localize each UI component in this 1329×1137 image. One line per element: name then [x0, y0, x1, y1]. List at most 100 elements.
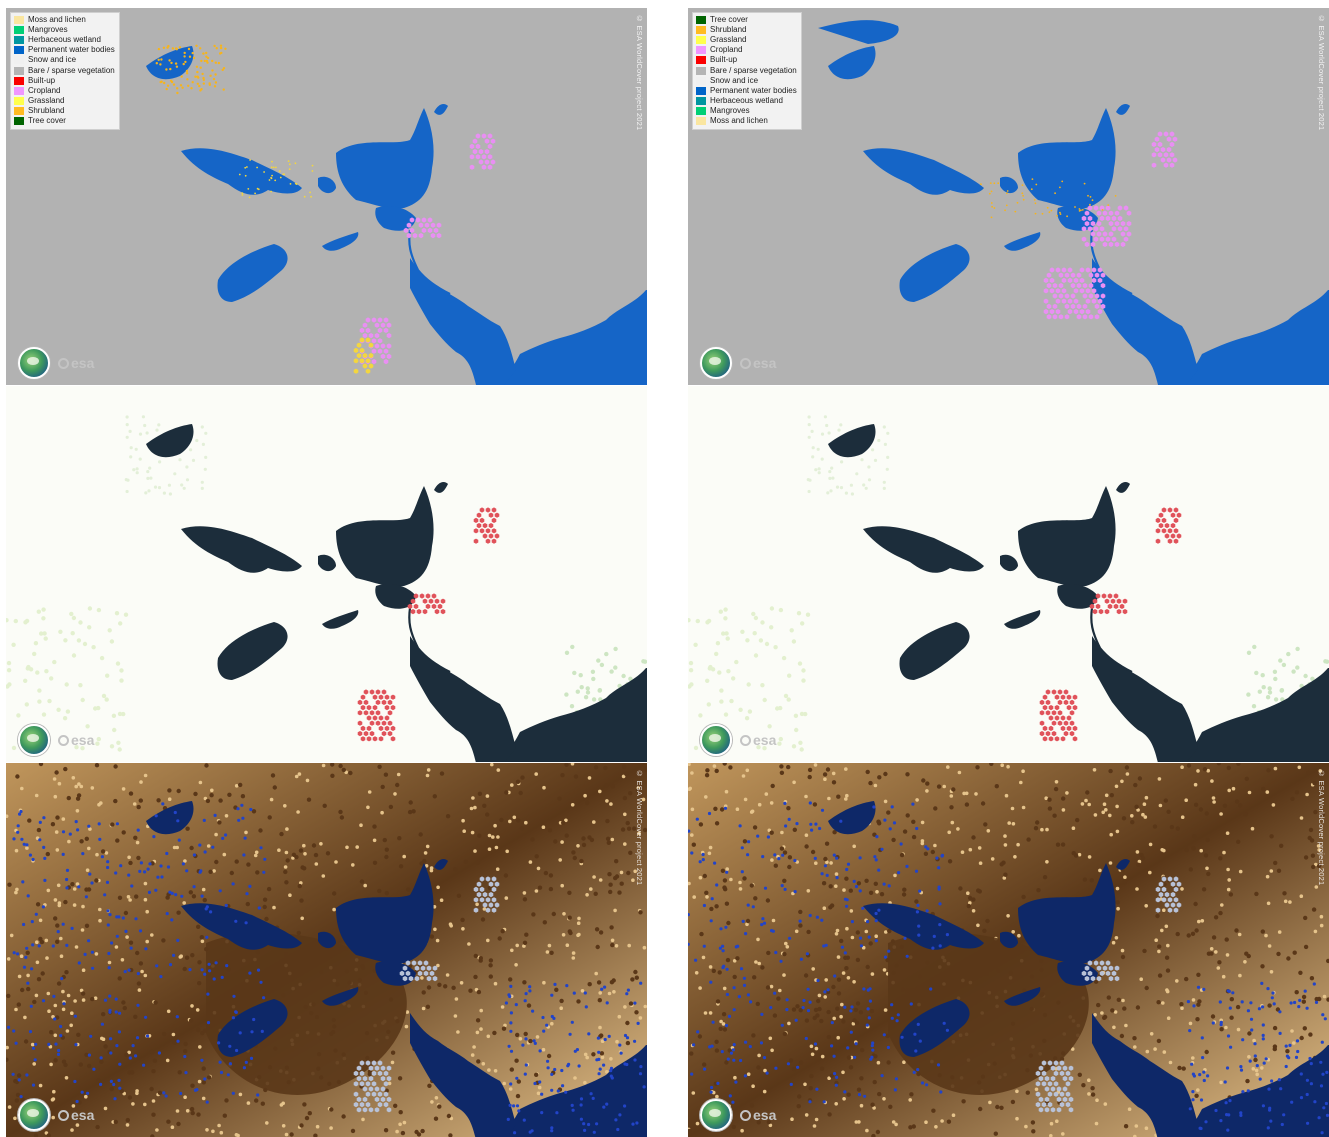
- water-bodies: [146, 801, 647, 1137]
- legend-item: Moss and lichen: [14, 15, 115, 25]
- esa-logo: esa: [58, 1107, 94, 1123]
- legend-swatch: [696, 46, 706, 55]
- esa-mark-icon: [58, 1109, 69, 1121]
- legend-label: Tree cover: [28, 115, 66, 125]
- legend-label: Moss and lichen: [710, 115, 768, 125]
- map-image[interactable]: [6, 386, 647, 762]
- legend-item: Cropland: [14, 86, 115, 96]
- esa-wordmark: esa: [71, 1107, 95, 1123]
- map-panel-s2-composite-2021: esa: [688, 386, 1329, 762]
- water-bodies: [818, 20, 1329, 385]
- pivot-fields: [353, 876, 500, 1113]
- river: [408, 229, 451, 295]
- legend-item: Tree cover: [14, 116, 115, 126]
- legend-label: Mangroves: [710, 105, 750, 115]
- irrigated-fields: [1039, 507, 1182, 742]
- copyright-notice: © ESA WorldCover project 2021: [635, 14, 644, 131]
- map-image[interactable]: [6, 8, 647, 385]
- river: [1090, 607, 1133, 673]
- legend-item: Grassland: [14, 96, 115, 106]
- esa-wordmark: esa: [753, 1107, 777, 1123]
- legend-swatch: [14, 66, 24, 75]
- legend-label: Built-up: [28, 75, 56, 85]
- legend-label: Herbaceous wetland: [710, 95, 783, 105]
- esa-mark-icon: [58, 357, 69, 369]
- legend-label: Mangroves: [28, 25, 68, 35]
- esa-mark-icon: [740, 734, 751, 746]
- flooded-channels: [688, 801, 1329, 1135]
- esa-logo: esa: [740, 732, 776, 748]
- legend-label: Bare / sparse vegetation: [710, 65, 797, 75]
- legend-swatch: [14, 16, 24, 25]
- copyright-notice: © ESA WorldCover project 2021: [1317, 14, 1326, 131]
- logo-bar: esa: [700, 347, 776, 379]
- worldcover-globe-logo: [18, 347, 50, 379]
- cropland-fields: [155, 44, 496, 374]
- legend-swatch: [696, 116, 706, 125]
- worldcover-globe-logo: [18, 724, 50, 756]
- legend-item: Bare / sparse vegetation: [14, 65, 115, 75]
- logo-bar: esa: [700, 724, 776, 756]
- map-panel-landcover-2021: Tree cover Shrubland Grassland Cropland Buil…: [688, 8, 1329, 385]
- legend-item: Tree cover: [696, 15, 797, 25]
- legend-swatch: [696, 86, 706, 95]
- legend-swatch: [14, 26, 24, 35]
- worldcover-globe-logo: [18, 1099, 50, 1131]
- legend-item: Permanent water bodies: [14, 45, 115, 55]
- legend-swatch: [14, 36, 24, 45]
- legend-swatch: [14, 76, 24, 85]
- esa-mark-icon: [740, 1109, 751, 1121]
- legend-label: Herbaceous wetland: [28, 35, 101, 45]
- esa-wordmark: esa: [71, 732, 95, 748]
- terrain-texture: [6, 763, 647, 1137]
- map-legend: Tree cover Shrubland Grassland Cropland Buil…: [692, 12, 802, 131]
- legend-label: Grassland: [710, 35, 747, 45]
- legend-item: Grassland: [696, 35, 797, 45]
- esa-wordmark: esa: [753, 355, 777, 371]
- map-image[interactable]: [6, 763, 647, 1137]
- logo-bar: esa: [700, 1099, 776, 1131]
- legend-label: Shrubland: [710, 25, 747, 35]
- water-bodies: [828, 424, 1329, 762]
- legend-item: Bare / sparse vegetation: [696, 65, 797, 75]
- legend-label: Cropland: [710, 45, 743, 55]
- flooded-channels: [7, 802, 646, 1135]
- worldcover-globe-logo: [700, 724, 732, 756]
- legend-label: Permanent water bodies: [28, 45, 115, 55]
- legend-item: Herbaceous wetland: [696, 96, 797, 106]
- water-bodies: [146, 424, 647, 762]
- map-panel-landcover-2020: Moss and lichen Mangroves Herbaceous wetla…: [6, 8, 647, 385]
- legend-label: Bare / sparse vegetation: [28, 65, 115, 75]
- esa-mark-icon: [740, 357, 751, 369]
- cropland-fields: [980, 131, 1178, 320]
- irrigated-fields: [357, 507, 500, 742]
- legend-label: Built-up: [710, 55, 738, 65]
- legend-swatch: [14, 86, 24, 95]
- legend-swatch: [696, 66, 706, 75]
- map-panel-s1-composite-2020: © ESA WorldCover project 2021 esa: [6, 763, 647, 1137]
- legend-item: Built-up: [14, 76, 115, 86]
- legend-swatch: [696, 96, 706, 105]
- map-legend: Moss and lichen Mangroves Herbaceous wetla…: [10, 12, 120, 131]
- copyright-notice: © ESA WorldCover project 2021: [1317, 769, 1326, 886]
- pivot-fields: [1035, 876, 1182, 1113]
- map-panel-s2-composite-2020: esa: [6, 386, 647, 762]
- legend-item: Shrubland: [14, 106, 115, 116]
- legend-label: Snow and ice: [28, 55, 77, 65]
- logo-bar: esa: [18, 724, 94, 756]
- legend-swatch: [696, 36, 706, 45]
- legend-label: Tree cover: [710, 15, 748, 25]
- esa-logo: esa: [740, 355, 776, 371]
- worldcover-globe-logo: [700, 347, 732, 379]
- legend-label: Grassland: [28, 95, 65, 105]
- legend-item: Cropland: [696, 45, 797, 55]
- map-image[interactable]: [688, 763, 1329, 1137]
- esa-logo: esa: [58, 355, 94, 371]
- legend-label: Shrubland: [28, 105, 65, 115]
- esa-logo: esa: [58, 732, 94, 748]
- legend-item: Moss and lichen: [696, 116, 797, 126]
- legend-label: Moss and lichen: [28, 15, 86, 25]
- legend-swatch: [696, 26, 706, 35]
- legend-swatch: [696, 106, 706, 115]
- map-image[interactable]: [688, 386, 1329, 762]
